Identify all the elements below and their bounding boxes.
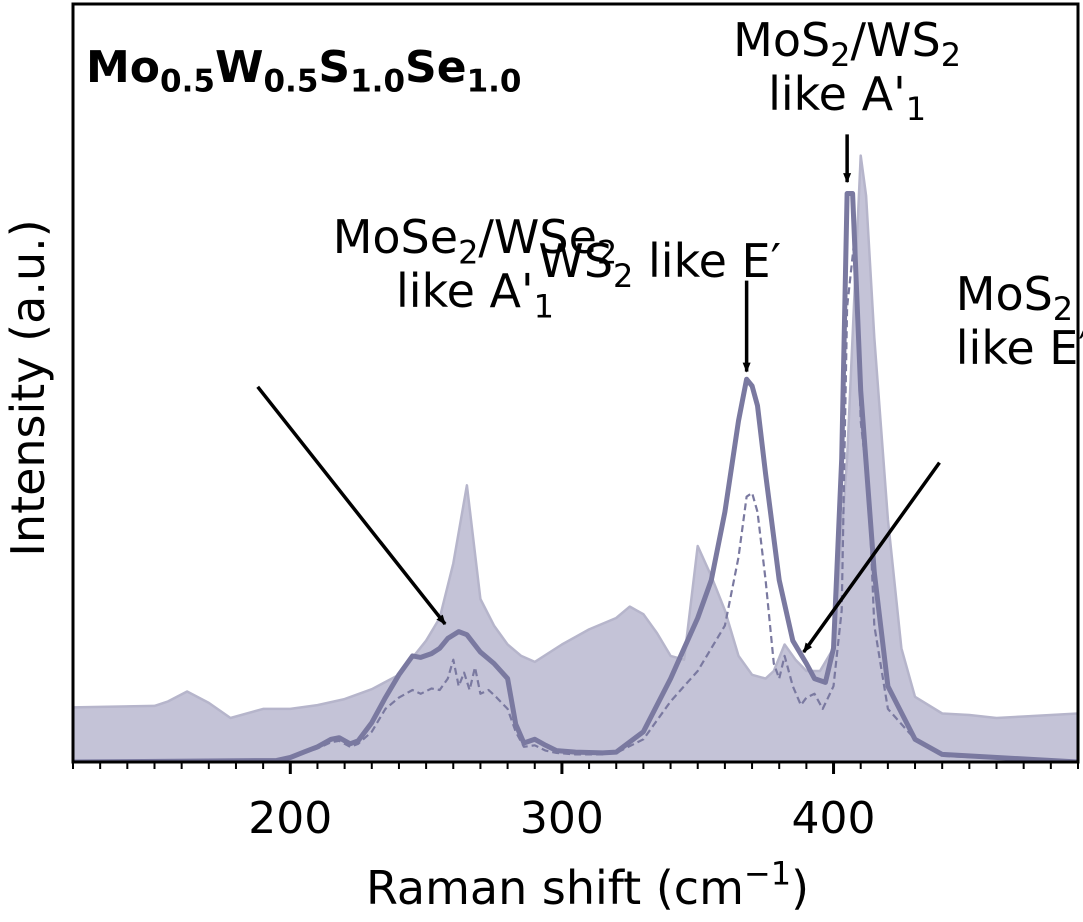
- annotation-2: WS2 like E′: [538, 234, 781, 373]
- annotation-label: like E′: [956, 321, 1083, 375]
- y-axis-label: Intensity (a.u.): [1, 219, 55, 556]
- chart-title: Mo0.5W0.5S1.0Se1.0: [86, 42, 521, 100]
- annotation-label: MoS2/WS2: [733, 13, 961, 74]
- annotation-arrow: [802, 461, 941, 654]
- x-tick-label: 400: [792, 793, 876, 844]
- annotation-label: WS2 like E′: [538, 234, 781, 295]
- series-layer: [73, 154, 1078, 762]
- plot-frame: [71, 2, 1080, 764]
- x-tick-label: 200: [248, 793, 332, 844]
- x-axis-label-text: Raman shift (cm−1): [366, 855, 809, 915]
- annotation-label: like A'1: [396, 264, 554, 325]
- ticks-layer: 200 300 400: [72, 762, 1079, 844]
- chart-title-text: Mo0.5W0.5S1.0Se1.0: [86, 42, 521, 100]
- series-dashed-line: [73, 230, 1078, 762]
- annotation-arrow: [256, 385, 447, 626]
- series-filled-area: [73, 154, 1078, 762]
- x-axis-label: Raman shift (cm−1): [366, 855, 809, 915]
- annotation-label: MoSe2/WSe2: [333, 210, 618, 271]
- series-solid-line: [73, 191, 1078, 762]
- axes-layer: [71, 2, 1080, 764]
- y-axis-label-text: Intensity (a.u.): [1, 219, 55, 556]
- annotation-label: like A'1: [768, 67, 926, 128]
- x-tick-label: 300: [520, 793, 604, 844]
- annotation-label: MoS2: [956, 267, 1073, 328]
